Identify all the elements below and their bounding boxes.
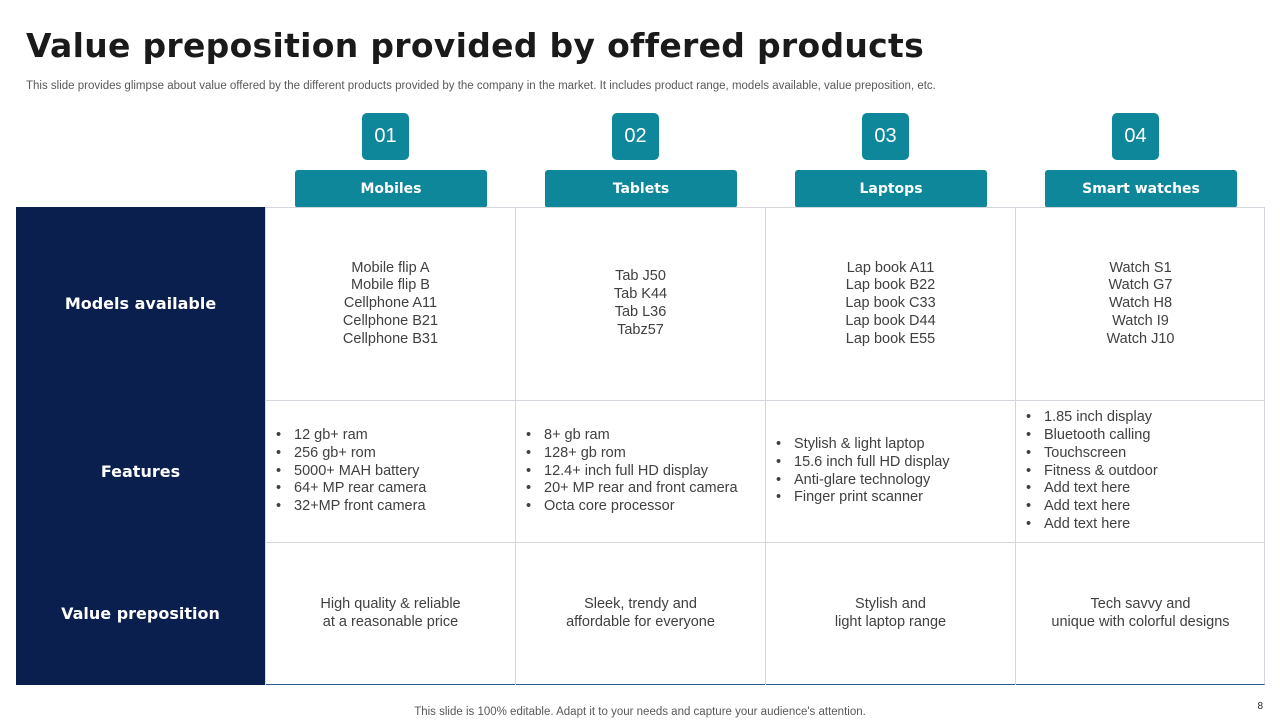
feature-item: Add text here — [1026, 516, 1158, 534]
cell-line: Mobile flip A — [351, 259, 430, 276]
footer-note: This slide is 100% editable. Adapt it to… — [414, 706, 866, 718]
cell-line: Lap book A11 — [846, 259, 935, 276]
feature-item: 32+MP front camera — [276, 498, 426, 516]
cell-line: Tech savvy and — [1090, 596, 1191, 613]
models-cell: Lap book A11 Lap book B22 Lap book C33 Lap … — [765, 207, 1015, 400]
cell-line: Tabz57 — [617, 321, 664, 338]
cell-line: Tab K44 — [613, 286, 668, 303]
cell-line: Lap book C33 — [845, 295, 936, 312]
row-header-features: Features — [16, 400, 265, 542]
feature-item: Finger print scanner — [776, 489, 950, 507]
cell-line: Watch S1 — [1109, 259, 1172, 276]
cell-line: Sleek, trendy and — [584, 596, 697, 613]
feature-item: 256 gb+ rom — [276, 445, 426, 463]
cell-line: Watch I9 — [1112, 312, 1169, 329]
features-list: 12 gb+ ram256 gb+ rom5000+ MAH battery64… — [276, 427, 426, 516]
slide-title: Value preposition provided by offered pr… — [26, 26, 925, 65]
feature-item: Bluetooth calling — [1026, 427, 1158, 445]
feature-item: Stylish & light laptop — [776, 436, 950, 454]
feature-item: 15.6 inch full HD display — [776, 454, 950, 472]
value-cell: Stylish and light laptop range — [765, 542, 1015, 685]
cell-line: Cellphone B31 — [342, 330, 439, 347]
cell-line: Mobile flip B — [351, 277, 430, 294]
feature-item: 12 gb+ ram — [276, 427, 426, 445]
cell-line: Lap book E55 — [845, 330, 936, 347]
features-cell: Stylish & light laptop15.6 inch full HD … — [765, 400, 1015, 542]
models-cell: Tab J50 Tab K44 Tab L36 Tabz57 — [515, 207, 765, 400]
feature-item: 20+ MP rear and front camera — [526, 480, 738, 498]
cell-line: unique with colorful designs — [1051, 614, 1230, 630]
cell-line: light laptop range — [834, 614, 947, 630]
cell-line: Lap book B22 — [845, 277, 936, 294]
feature-item: 64+ MP rear camera — [276, 480, 426, 498]
feature-item: Add text here — [1026, 480, 1158, 498]
feature-item: Fitness & outdoor — [1026, 463, 1158, 481]
feature-item: Add text here — [1026, 498, 1158, 516]
features-cell: 1.85 inch displayBluetooth callingTouchs… — [1015, 400, 1265, 542]
cell-line: Tab L36 — [614, 304, 667, 320]
slide-subtitle: This slide provides glimpse about value … — [26, 80, 936, 92]
feature-item: 8+ gb ram — [526, 427, 738, 445]
feature-item: 1.85 inch display — [1026, 409, 1158, 427]
product-number-badge: 02 — [612, 113, 659, 160]
cell-line: Tab J50 — [615, 268, 666, 285]
product-number-badge: 01 — [362, 113, 409, 160]
page-number: 8 — [1257, 701, 1263, 712]
product-number-badge: 04 — [1112, 113, 1159, 160]
feature-item: 128+ gb rom — [526, 445, 738, 463]
product-header-mobiles: Mobiles — [295, 170, 487, 208]
cell-line: Lap book D44 — [845, 312, 936, 329]
feature-item: Octa core processor — [526, 498, 738, 516]
feature-item: Touchscreen — [1026, 445, 1158, 463]
features-list: 8+ gb ram128+ gb rom12.4+ inch full HD d… — [526, 427, 738, 516]
features-cell: 8+ gb ram128+ gb rom12.4+ inch full HD d… — [515, 400, 765, 542]
feature-item: Anti-glare technology — [776, 472, 950, 490]
cell-line: Cellphone A11 — [343, 295, 438, 312]
product-header-laptops: Laptops — [795, 170, 987, 208]
models-cell: Watch S1 Watch G7 Watch H8 Watch I9 Watch J1… — [1015, 207, 1265, 400]
cell-line: affordable for everyone — [566, 614, 715, 630]
features-list: 1.85 inch displayBluetooth callingTouchs… — [1026, 409, 1158, 534]
feature-item: 12.4+ inch full HD display — [526, 463, 738, 481]
features-cell: 12 gb+ ram256 gb+ rom5000+ MAH battery64… — [265, 400, 515, 542]
product-number-badge: 03 — [862, 113, 909, 160]
cell-line: Watch G7 — [1108, 277, 1173, 294]
cell-line: Watch J10 — [1106, 330, 1175, 347]
product-header-tablets: Tablets — [545, 170, 737, 208]
product-header-smart-watches: Smart watches — [1045, 170, 1237, 208]
value-cell: Tech savvy and unique with colorful desig… — [1015, 542, 1265, 685]
row-header-value-preposition: Value preposition — [16, 542, 265, 685]
row-header-models: Models available — [16, 207, 265, 400]
value-cell: High quality & reliable at a reasonable p… — [265, 542, 515, 685]
features-list: Stylish & light laptop15.6 inch full HD … — [776, 436, 950, 507]
cell-line: Watch H8 — [1108, 295, 1173, 312]
value-cell: Sleek, trendy and affordable for everyone — [515, 542, 765, 685]
models-cell: Mobile flip A Mobile flip B Cellphone A11 C… — [265, 207, 515, 400]
feature-item: 5000+ MAH battery — [276, 463, 426, 481]
cell-line: Stylish and — [855, 596, 926, 613]
cell-line: at a reasonable price — [322, 614, 459, 630]
cell-line: Cellphone B21 — [342, 312, 439, 329]
comparison-table: Models available Mobile flip A Mobile fli… — [16, 207, 1265, 685]
cell-line: High quality & reliable — [320, 596, 461, 613]
